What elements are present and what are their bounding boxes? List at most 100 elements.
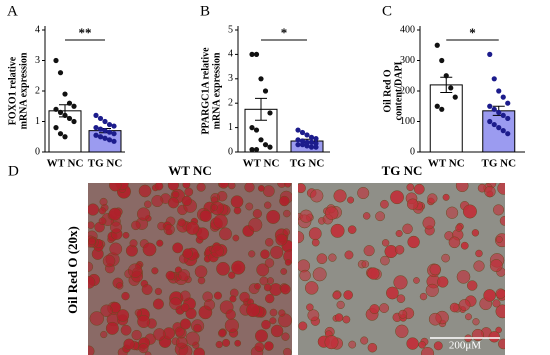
cell xyxy=(123,338,135,350)
cell xyxy=(448,236,461,249)
cell xyxy=(299,269,311,282)
cell xyxy=(367,267,380,280)
data-point xyxy=(258,76,264,82)
cell xyxy=(260,249,270,260)
cell xyxy=(406,183,415,192)
cell xyxy=(393,275,408,290)
cell xyxy=(264,201,272,209)
cell xyxy=(254,342,265,352)
significance-label: ** xyxy=(79,25,92,40)
data-point xyxy=(97,115,104,122)
cell xyxy=(239,291,250,303)
cell xyxy=(284,183,292,188)
cell xyxy=(88,221,95,229)
data-point xyxy=(267,110,273,116)
cell xyxy=(475,249,483,258)
data-point xyxy=(304,143,310,149)
data-point xyxy=(253,51,260,58)
data-point xyxy=(66,100,73,106)
error-bar xyxy=(255,97,267,121)
data-point xyxy=(439,106,445,112)
data-point xyxy=(505,115,511,122)
cell xyxy=(231,260,246,275)
cell xyxy=(116,309,130,322)
data-point xyxy=(496,125,502,131)
cell xyxy=(348,340,357,349)
data-point xyxy=(434,42,440,48)
cell xyxy=(264,258,275,268)
cell xyxy=(298,183,306,194)
cell xyxy=(203,299,216,311)
cell xyxy=(369,304,380,315)
cell xyxy=(185,331,200,346)
cell xyxy=(257,184,265,192)
cell xyxy=(172,190,180,199)
data-point xyxy=(71,118,77,125)
y-tick-label: 200 xyxy=(400,85,415,96)
cell xyxy=(269,308,278,317)
data-point xyxy=(111,131,117,137)
cell xyxy=(167,197,180,209)
cell xyxy=(261,319,271,330)
column-label: WT NC xyxy=(168,163,211,178)
cell xyxy=(196,183,206,192)
cell xyxy=(279,195,290,207)
cell xyxy=(299,209,313,223)
cell xyxy=(131,329,142,341)
data-point xyxy=(313,140,319,147)
data-point xyxy=(97,134,104,140)
cell xyxy=(255,329,268,343)
y-axis-label: mRNA expression xyxy=(18,52,29,129)
cell xyxy=(395,324,409,338)
cell xyxy=(156,239,164,247)
cell xyxy=(324,206,339,220)
cell xyxy=(262,185,275,198)
cell xyxy=(495,326,502,334)
cell xyxy=(136,207,151,221)
cell xyxy=(194,265,208,278)
data-point xyxy=(66,115,73,122)
cell xyxy=(418,341,426,349)
cell xyxy=(492,299,501,308)
data-point xyxy=(93,125,99,131)
cell xyxy=(495,236,503,243)
cell xyxy=(379,303,390,313)
data-point xyxy=(304,139,310,145)
cell xyxy=(151,195,164,208)
cell xyxy=(246,303,260,318)
cell xyxy=(213,291,222,300)
cell xyxy=(460,241,469,250)
data-point xyxy=(93,112,99,118)
cell xyxy=(109,242,123,256)
cell xyxy=(265,293,275,304)
cell xyxy=(413,277,420,284)
cell xyxy=(138,184,152,198)
data-point xyxy=(299,129,306,136)
data-point xyxy=(106,129,113,135)
cell xyxy=(282,228,291,236)
data-point xyxy=(102,135,108,141)
scale-bar-label: 200μM xyxy=(449,340,481,352)
cell xyxy=(312,267,327,282)
cell xyxy=(473,260,485,272)
bar xyxy=(482,110,516,153)
cell xyxy=(222,338,231,347)
cell xyxy=(180,303,190,313)
cell xyxy=(488,331,500,343)
y-tick-label: 2 xyxy=(228,97,233,108)
cell xyxy=(280,268,288,275)
data-point xyxy=(505,100,511,106)
data-point xyxy=(308,134,315,140)
cell xyxy=(330,223,345,238)
cell xyxy=(193,323,202,333)
cell xyxy=(407,235,420,249)
cell xyxy=(116,282,124,290)
data-point xyxy=(299,138,306,144)
cell xyxy=(218,329,227,338)
cell xyxy=(127,263,143,278)
data-point xyxy=(487,51,493,58)
cell xyxy=(381,239,390,247)
cell xyxy=(197,276,206,285)
cell xyxy=(248,217,263,232)
